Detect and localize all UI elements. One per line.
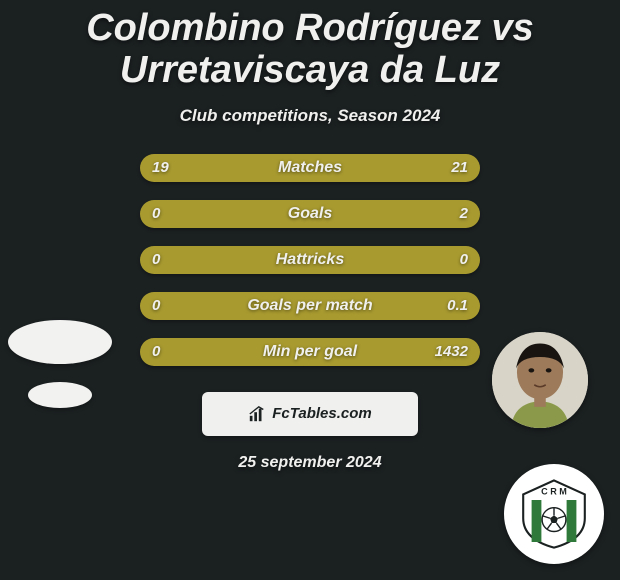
stat-row: 0 Goals 2 (140, 200, 480, 228)
brand-text: FcTables.com (272, 405, 371, 422)
stat-row: 0 Min per goal 1432 (140, 338, 480, 366)
stat-right-value: 2 (460, 205, 468, 222)
stat-label: Goals per match (247, 297, 372, 315)
stat-label: Hattricks (276, 251, 344, 269)
face-silhouette-icon (492, 332, 588, 428)
stat-label: Min per goal (263, 343, 357, 361)
chart-icon (248, 405, 266, 423)
stat-right-value: 21 (451, 159, 468, 176)
stat-left-value: 19 (152, 159, 169, 176)
player-right-photo (492, 332, 588, 428)
subtitle: Club competitions, Season 2024 (0, 106, 620, 126)
stat-label: Matches (278, 159, 342, 177)
stat-row: 0 Goals per match 0.1 (140, 292, 480, 320)
club-crest-right: C R M (504, 464, 604, 564)
stat-right-value: 1432 (435, 343, 468, 360)
stat-left-value: 0 (152, 251, 160, 268)
brand-footer[interactable]: FcTables.com (202, 392, 418, 436)
comparison-card: Colombino Rodríguez vs Urretaviscaya da … (0, 0, 620, 580)
stat-left-value: 0 (152, 343, 160, 360)
stat-left-value: 0 (152, 297, 160, 314)
club-crest-icon: C R M (519, 479, 589, 549)
stat-left-value: 0 (152, 205, 160, 222)
stat-row: 0 Hattricks 0 (140, 246, 480, 274)
player-left-placeholder-1 (8, 320, 112, 364)
stat-row: 19 Matches 21 (140, 154, 480, 182)
player-left-placeholder-2 (28, 382, 92, 408)
stat-right-value: 0.1 (447, 297, 468, 314)
date-text: 25 september 2024 (0, 454, 620, 472)
crest-letters: C R M (541, 486, 567, 496)
stats-area: C R M 19Matches210Goals20Hattricks00Goal… (0, 154, 620, 366)
page-title: Colombino Rodríguez vs Urretaviscaya da … (0, 8, 620, 92)
stat-label: Goals (288, 205, 332, 223)
stat-right-value: 0 (460, 251, 468, 268)
